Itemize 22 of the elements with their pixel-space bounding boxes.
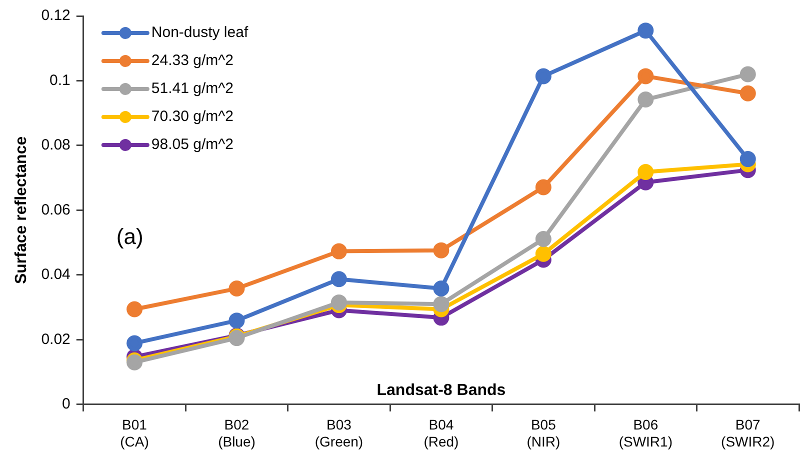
y-tick-label: 0.08: [41, 136, 70, 154]
legend-label: 70.30 g/m^2: [151, 108, 234, 126]
legend-label: 98.05 g/m^2: [151, 136, 234, 154]
x-tick-label: B03 (Green): [314, 416, 364, 450]
y-tick-label: 0.1: [50, 72, 70, 89]
x-tick-label: B07 (SWIR2): [721, 416, 775, 450]
x-tick-label: B06 (SWIR1): [618, 416, 672, 450]
x-tick-label: B05 (NIR): [526, 416, 560, 450]
x-tick-label: B02 (Blue): [218, 416, 256, 450]
y-tick-label: 0: [62, 396, 70, 413]
y-tick-label: 0.02: [41, 330, 70, 348]
x-tick-label: B04 (Red): [424, 416, 459, 450]
y-tick-label: 0.12: [41, 7, 70, 24]
x-axis-title: Landsat-8 Bands: [376, 382, 506, 399]
legend-label: 51.41 g/m^2: [151, 80, 234, 98]
legend-label: 24.33 g/m^2: [151, 52, 234, 70]
x-tick-label: B01 (CA): [120, 416, 149, 450]
legend-label: Non-dusty leaf: [151, 24, 249, 42]
y-axis-title: Surface reflectance: [13, 136, 30, 284]
y-tick-label: 0.06: [41, 201, 70, 218]
annotation: (a): [116, 224, 144, 250]
y-tick-label: 0.04: [41, 266, 70, 284]
